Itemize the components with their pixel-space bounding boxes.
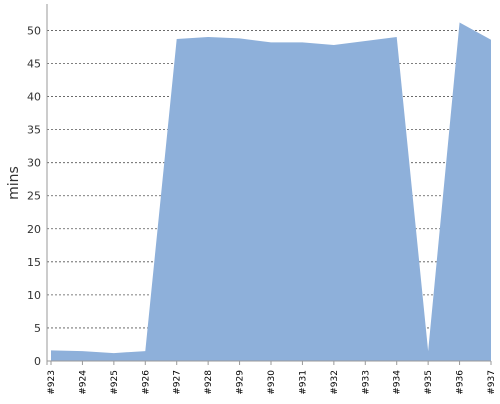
x-tick-label: #935 [424,370,434,395]
x-tick-label: #928 [204,370,214,395]
y-tick-labels: 0 5 10 15 20 25 30 35 40 45 50 [27,24,41,368]
y-tick-label: 15 [27,256,41,269]
x-tick-label: #926 [141,370,151,395]
x-tick-label: #929 [236,370,246,395]
area-layer [51,22,491,361]
x-tick-label: #931 [298,370,308,395]
x-tick-label: #932 [330,370,340,395]
y-tick-label: 45 [27,58,41,71]
y-tick-label: 20 [27,223,41,236]
series-area [51,22,491,361]
x-tick-label: #936 [456,370,466,395]
x-tick-label: #927 [173,370,183,395]
x-tick-label: #925 [110,370,120,395]
y-tick-label: 50 [27,24,41,37]
x-tick-label: #923 [47,370,57,395]
y-axis-label: mins [6,166,22,200]
x-tick-label: #930 [267,370,277,395]
y-tick-label: 40 [27,91,41,104]
y-tick-label: 0 [34,355,41,368]
x-tick-label: #933 [361,370,371,395]
y-tick-label: 30 [27,157,41,170]
y-tick-label: 5 [34,322,41,335]
x-tick-label: #934 [393,370,403,395]
x-tick-label: #937 [487,370,497,395]
y-tick-label: 25 [27,190,41,203]
y-tick-label: 35 [27,124,41,137]
x-tick-labels: #923 #924 #925 #926 #927 #928 #929 #930 #931 #932… [47,370,497,395]
y-tick-label: 10 [27,289,41,302]
x-tick-label: #924 [78,370,88,395]
axis-layer [46,4,492,365]
